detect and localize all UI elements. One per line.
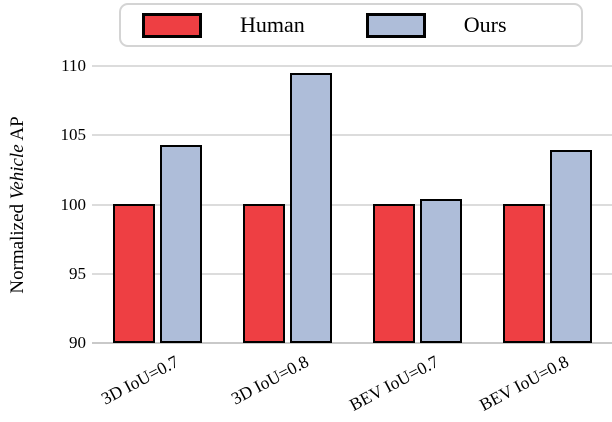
bar-human-1 [113,204,155,343]
legend-swatch-ours [365,12,426,38]
legend-label-human: Human [240,12,305,37]
y-tick-label-105: 105 [60,125,87,144]
gridline-y95 [92,273,612,275]
gridline-y110 [92,65,612,67]
legend-item-human: Human [142,12,305,38]
bar-ours-2 [290,73,332,343]
gridline-y100 [92,204,612,206]
legend-label-ours: Ours [463,12,507,37]
bar-human-3 [373,204,415,343]
x-tick-label-2: 3D IoU=0.8 [227,351,312,409]
bar-ours-3 [420,199,462,343]
x-axis-line [92,342,612,344]
bar-ours-4 [550,150,592,343]
y-tick-label-110: 110 [61,56,86,75]
bar-ours-1 [160,145,202,343]
x-tick-label-3: BEV IoU=0.7 [345,351,442,415]
y-axis-title: Normalized Vehicle AP [7,116,28,294]
bar-human-2 [243,204,285,343]
legend-swatch-human [142,12,202,38]
y-tick-label-100: 100 [60,195,87,214]
x-tick-label-4: BEV IoU=0.8 [475,351,572,415]
gridline-y105 [92,134,612,136]
legend-item-ours: Ours [365,12,507,38]
legend: Human Ours [119,3,583,47]
y-tick-label-90: 90 [69,333,86,352]
x-tick-label-1: 3D IoU=0.7 [97,351,182,409]
bar-human-4 [503,204,545,343]
y-tick-label-95: 95 [69,264,86,283]
